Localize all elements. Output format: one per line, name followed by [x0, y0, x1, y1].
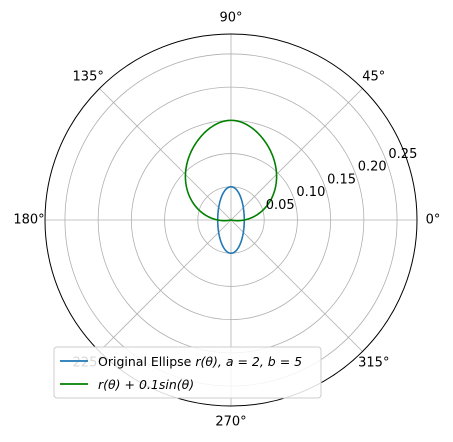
- theta-tick-label: 0°: [426, 213, 441, 228]
- legend-label: Original Ellipse r(θ), a = 2, b = 5: [98, 354, 302, 369]
- theta-gridline: [99, 88, 232, 221]
- legend-label-prefix: Original Ellipse: [98, 354, 195, 369]
- r-tick-label: 0.10: [296, 185, 325, 200]
- theta-tick-label: 270°: [215, 415, 246, 430]
- r-tick-label: 0.05: [266, 198, 295, 213]
- polar-spine: [44, 33, 418, 407]
- legend-box: [53, 346, 322, 399]
- r-tick-label: 0.15: [327, 172, 356, 187]
- theta-gridline: [99, 219, 232, 352]
- r-tick-label: 0.25: [388, 147, 417, 162]
- series-line-2: [184, 119, 278, 222]
- theta-tick-label: 45°: [362, 70, 385, 85]
- tick-labels: 0°45°90°135°180°225°270°315°0.050.100.15…: [13, 11, 440, 430]
- legend-label: r(θ) + 0.1sin(θ): [98, 377, 194, 392]
- theta-gridline: [230, 219, 363, 352]
- legend: Original Ellipse r(θ), a = 2, b = 5r(θ) …: [53, 346, 322, 399]
- series-lines: [184, 119, 278, 255]
- legend-label-math: r(θ), a = 2, b = 5: [195, 354, 302, 369]
- theta-tick-label: 90°: [219, 11, 242, 26]
- theta-tick-label: 180°: [13, 213, 44, 228]
- legend-label-math: r(θ) + 0.1sin(θ): [98, 377, 194, 392]
- r-tick-label: 0.20: [358, 160, 387, 175]
- polar-axes: [44, 33, 418, 407]
- theta-tick-label: 135°: [73, 70, 104, 85]
- theta-gridline: [230, 88, 363, 221]
- theta-tick-label: 315°: [358, 355, 389, 370]
